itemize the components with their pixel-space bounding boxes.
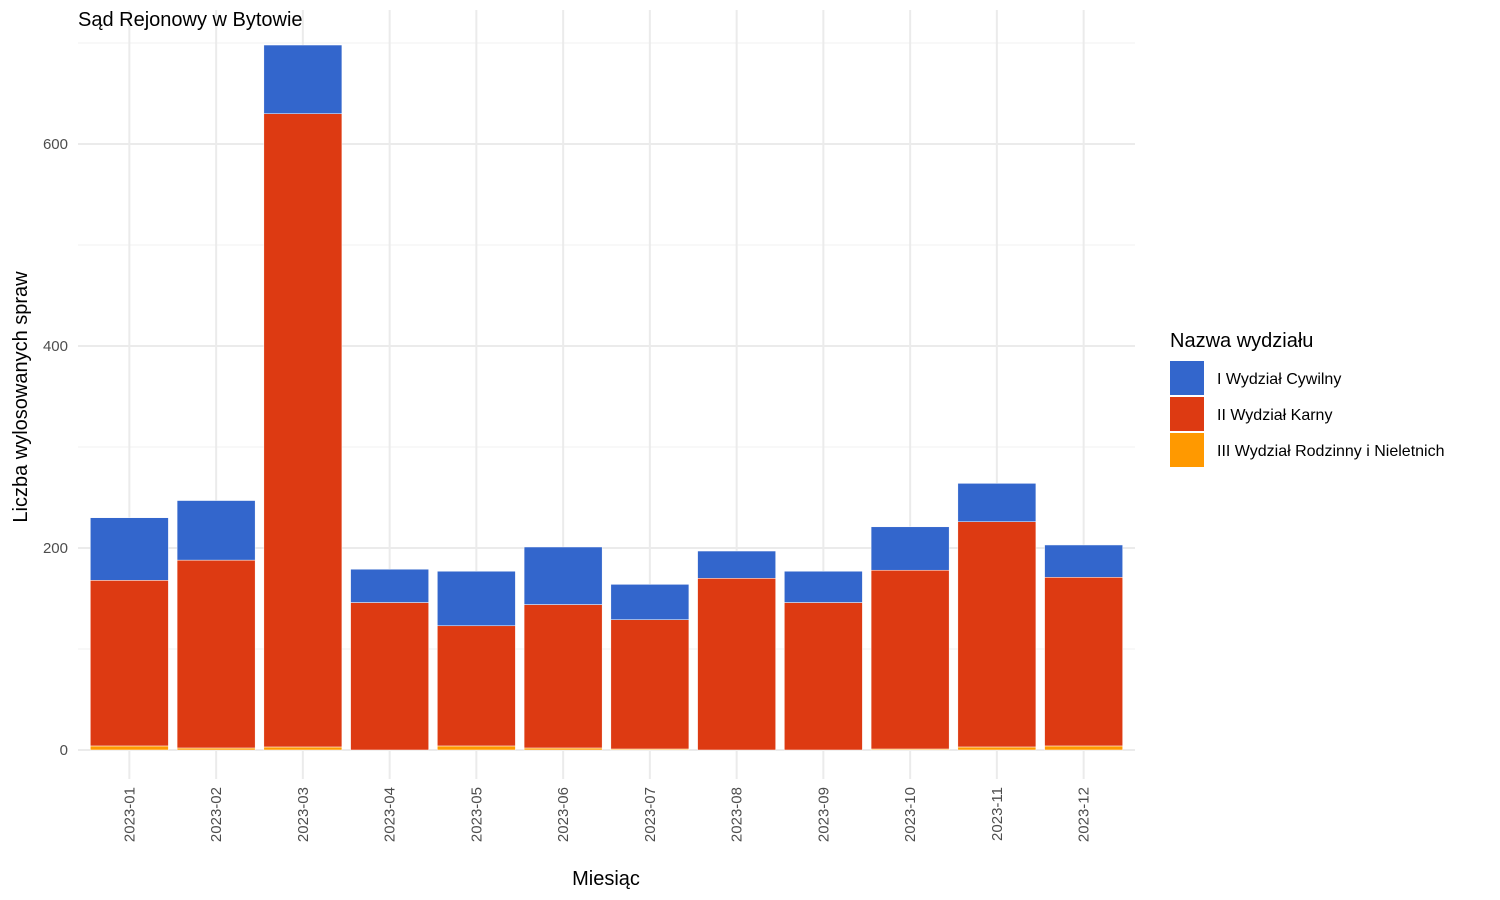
bar-segment xyxy=(437,745,516,751)
bar-segment xyxy=(90,517,169,581)
bar-segment xyxy=(263,113,343,748)
x-tick-label: 2023-12 xyxy=(1076,787,1093,842)
y-tick-label: 400 xyxy=(43,338,68,355)
bar-segment xyxy=(870,526,950,571)
legend-label: II Wydział Karny xyxy=(1217,407,1332,424)
bar-segment xyxy=(437,570,516,627)
bar-segment xyxy=(523,747,603,751)
bar-segment xyxy=(437,625,516,747)
bar-segment xyxy=(784,570,863,603)
bars xyxy=(90,44,1123,751)
legend-label: III Wydział Rodzinny i Nieletnich xyxy=(1217,443,1445,460)
legend-label: I Wydział Cywilny xyxy=(1217,371,1341,388)
bar-segment xyxy=(1044,544,1123,578)
bar-segment xyxy=(957,746,1037,751)
x-tick-label: 2023-07 xyxy=(642,787,659,842)
bar-segment xyxy=(176,559,256,749)
legend-swatch xyxy=(1170,397,1204,431)
bar-segment xyxy=(870,569,950,750)
bar-segment xyxy=(90,580,169,747)
x-axis-ticks: 2023-01 2023-02 2023-03 2023-04 2023-05 2023-… xyxy=(121,787,1092,842)
y-tick-label: 600 xyxy=(43,136,68,153)
x-axis-title: Miesiąc xyxy=(572,868,640,890)
x-tick-label: 2023-03 xyxy=(295,787,312,842)
bar-segment xyxy=(697,578,776,751)
bar-segment xyxy=(350,568,429,603)
chart-title: Sąd Rejonowy w Bytowie xyxy=(78,9,303,31)
bar-segment xyxy=(1044,577,1123,747)
legend: Nazwa wydziału I Wydział Cywilny II Wydzi… xyxy=(1170,330,1445,467)
bar-segment xyxy=(90,745,169,751)
bar-segment xyxy=(1044,745,1123,751)
x-tick-label: 2023-08 xyxy=(729,787,746,842)
bar-segment xyxy=(523,546,603,605)
x-tick-label: 2023-04 xyxy=(382,787,399,842)
legend-swatch xyxy=(1170,361,1204,395)
x-tick-label: 2023-02 xyxy=(208,787,225,842)
bar-segment xyxy=(176,747,256,751)
bar-segment xyxy=(610,619,690,750)
bar-segment xyxy=(263,746,343,751)
bar-segment xyxy=(610,584,690,620)
legend-swatch xyxy=(1170,433,1204,467)
bar-segment xyxy=(957,483,1037,522)
bar-segment xyxy=(350,602,429,751)
bar-segment xyxy=(957,521,1037,748)
bar-segment xyxy=(263,44,343,114)
x-tick-label: 2023-06 xyxy=(555,787,572,842)
y-tick-label: 200 xyxy=(43,540,68,557)
bar-segment xyxy=(697,550,776,579)
x-tick-label: 2023-05 xyxy=(468,787,485,842)
x-tick-label: 2023-01 xyxy=(121,787,138,842)
legend-title: Nazwa wydziału xyxy=(1170,330,1313,352)
bar-segment xyxy=(784,602,863,751)
bar-segment xyxy=(176,500,256,561)
y-tick-label: 0 xyxy=(60,742,68,759)
y-axis-title: Liczba wylosowanych spraw xyxy=(10,271,32,523)
y-axis-ticks: 0 200 400 600 xyxy=(43,136,68,759)
x-tick-label: 2023-11 xyxy=(989,787,1006,841)
x-tick-label: 2023-10 xyxy=(902,787,919,842)
x-tick-label: 2023-09 xyxy=(815,787,832,842)
bar-segment xyxy=(523,604,603,749)
